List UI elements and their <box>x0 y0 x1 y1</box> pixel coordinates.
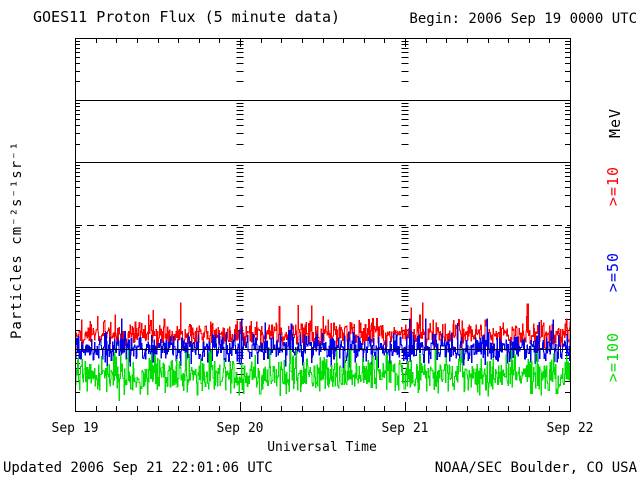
series-label-10mev: >=10 <box>604 165 622 207</box>
source-credit: NOAA/SEC Boulder, CO USA <box>434 460 637 476</box>
trace-50mev <box>75 318 571 368</box>
trace-100mev <box>75 349 571 402</box>
axis-ticks <box>75 38 570 411</box>
x-tick-label-sep-22: Sep 22 <box>546 421 594 436</box>
x-tick-label-sep-21: Sep 21 <box>381 421 429 436</box>
series-label-100mev: >=100 <box>604 331 622 383</box>
unit-label-mev: MeV <box>606 107 624 139</box>
updated-timestamp: Updated 2006 Sep 21 22:01:06 UTC <box>3 460 273 476</box>
begin-timestamp: Begin: 2006 Sep 19 0000 UTC <box>409 11 637 27</box>
y-axis-label: Particles cm⁻²s⁻¹sr⁻¹ <box>9 140 25 340</box>
decade-gridlines <box>75 100 570 350</box>
chart-title: GOES11 Proton Flux (5 minute data) <box>33 8 341 26</box>
series-label-50mev: >=50 <box>604 251 622 293</box>
plot-frame <box>75 38 571 412</box>
x-axis-label: Universal Time <box>267 440 377 455</box>
x-tick-label-sep-19: Sep 19 <box>51 421 99 436</box>
x-tick-label-sep-20: Sep 20 <box>216 421 264 436</box>
